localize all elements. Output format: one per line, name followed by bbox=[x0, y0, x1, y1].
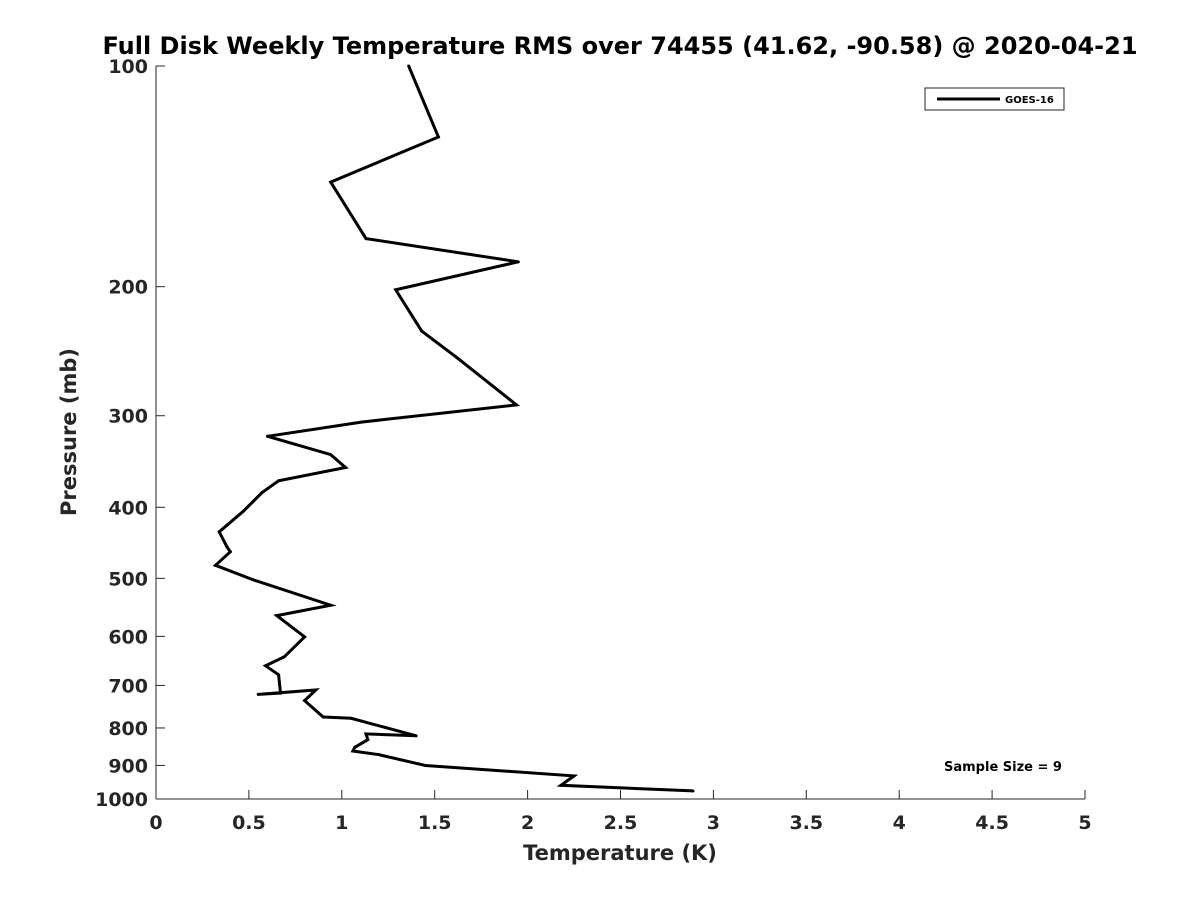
data-point bbox=[256, 692, 260, 696]
data-point bbox=[277, 479, 281, 483]
data-point bbox=[303, 699, 307, 703]
x-tick-label: 2 bbox=[521, 812, 534, 834]
data-point bbox=[344, 466, 348, 470]
data-point bbox=[514, 403, 518, 407]
data-point bbox=[353, 745, 357, 749]
data-point bbox=[364, 732, 368, 736]
data-point bbox=[277, 673, 281, 677]
x-tick-label: 0 bbox=[149, 812, 162, 834]
data-point bbox=[572, 774, 576, 778]
data-point bbox=[321, 715, 325, 719]
data-point bbox=[516, 260, 520, 264]
x-tick-label: 4 bbox=[893, 812, 906, 834]
data-point bbox=[407, 64, 411, 68]
x-tick-label: 3.5 bbox=[789, 812, 823, 834]
data-point bbox=[455, 356, 459, 360]
x-tick-label: 2.5 bbox=[604, 812, 638, 834]
data-point bbox=[436, 135, 440, 139]
y-tick-label: 400 bbox=[108, 497, 148, 519]
data-point bbox=[275, 614, 279, 618]
data-point bbox=[213, 563, 217, 567]
data-point bbox=[282, 655, 286, 659]
data-point bbox=[349, 716, 353, 720]
y-tick-label: 800 bbox=[108, 718, 148, 740]
sample-size-annotation: Sample Size = 9 bbox=[944, 760, 1062, 775]
data-point bbox=[260, 491, 264, 495]
data-point bbox=[278, 691, 282, 695]
data-point bbox=[265, 434, 269, 438]
y-tick-label: 1000 bbox=[95, 789, 148, 811]
data-point bbox=[217, 530, 221, 534]
data-point bbox=[329, 180, 333, 184]
series-line-goes-16 bbox=[212, 65, 694, 793]
chart-title: Full Disk Weekly Temperature RMS over 74… bbox=[102, 32, 1137, 60]
data-point bbox=[559, 783, 563, 787]
x-tick-label: 3 bbox=[707, 812, 720, 834]
data-point bbox=[228, 550, 232, 554]
legend: GOES-16 bbox=[924, 87, 1065, 111]
data-point bbox=[691, 789, 695, 793]
data-point bbox=[394, 288, 398, 292]
y-ticks: 100 200 300 400 500 600 700 800 900 1000 bbox=[95, 56, 165, 811]
data-point bbox=[360, 420, 364, 424]
y-tick-label: 900 bbox=[108, 755, 148, 777]
y-tick-label: 600 bbox=[108, 626, 148, 648]
data-point bbox=[314, 688, 318, 692]
data-point bbox=[366, 738, 370, 742]
y-tick-label: 500 bbox=[108, 568, 148, 590]
data-point bbox=[264, 664, 268, 668]
data-point bbox=[377, 753, 381, 757]
data-point bbox=[351, 749, 355, 753]
y-axis-label: Pressure (mb) bbox=[57, 348, 81, 516]
data-point bbox=[241, 509, 245, 513]
data-point bbox=[225, 544, 229, 548]
x-tick-label: 0.5 bbox=[232, 812, 266, 834]
data-point bbox=[329, 453, 333, 457]
data-point bbox=[420, 329, 424, 333]
x-tick-label: 1.5 bbox=[418, 812, 452, 834]
x-tick-label: 1 bbox=[335, 812, 348, 834]
x-tick-label: 5 bbox=[1078, 812, 1091, 834]
y-tick-label: 700 bbox=[108, 675, 148, 697]
y-tick-label: 100 bbox=[108, 56, 148, 78]
data-point bbox=[303, 635, 307, 639]
y-tick-label: 200 bbox=[108, 277, 148, 299]
data-point bbox=[251, 578, 255, 582]
data-point bbox=[329, 603, 333, 607]
x-tick-label: 4.5 bbox=[975, 812, 1009, 834]
data-point bbox=[423, 763, 427, 767]
legend-label-goes-16: GOES-16 bbox=[1005, 95, 1054, 106]
series-points bbox=[213, 64, 695, 793]
y-tick-label: 300 bbox=[108, 406, 148, 428]
data-point bbox=[364, 237, 368, 241]
x-axis-label: Temperature (K) bbox=[523, 841, 717, 865]
x-ticks: 0 0.5 1 1.5 2 2.5 3 3.5 4 4.5 5 bbox=[149, 790, 1092, 834]
data-point bbox=[414, 734, 418, 738]
